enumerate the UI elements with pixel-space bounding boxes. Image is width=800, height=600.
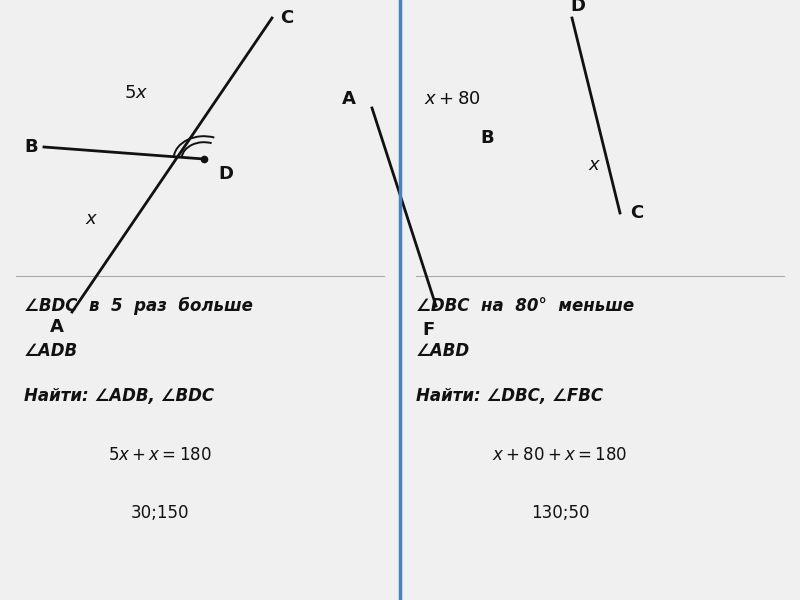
Text: 30;150: 30;150 [130,504,190,522]
Text: Найти: ∠ADB, ∠BDC: Найти: ∠ADB, ∠BDC [24,387,214,405]
Text: C: C [280,9,294,27]
Text: C: C [630,204,644,222]
Text: ∠ADB: ∠ADB [24,342,78,360]
Text: B: B [481,129,494,147]
Text: $x$: $x$ [588,156,602,174]
Text: A: A [342,90,356,108]
Text: 130;50: 130;50 [530,504,590,522]
Text: Найти: ∠DBC, ∠FBC: Найти: ∠DBC, ∠FBC [416,387,603,405]
Text: B: B [24,138,38,156]
Text: $x+80$: $x+80$ [424,90,480,108]
Text: $5x + x = 180$: $5x + x = 180$ [108,445,212,463]
Text: ∠DBC  на  80°  меньше: ∠DBC на 80° меньше [416,297,634,315]
Text: $5x$: $5x$ [124,84,148,102]
Text: D: D [570,0,585,15]
Text: $x$: $x$ [86,210,98,228]
Text: F: F [422,321,434,339]
Text: ∠ABD: ∠ABD [416,342,470,360]
Text: $x + 80 + x = 180$: $x + 80 + x = 180$ [493,445,627,463]
Text: D: D [218,165,234,183]
Text: ∠BDC  в  5  раз  больше: ∠BDC в 5 раз больше [24,297,253,315]
Text: A: A [50,318,64,336]
